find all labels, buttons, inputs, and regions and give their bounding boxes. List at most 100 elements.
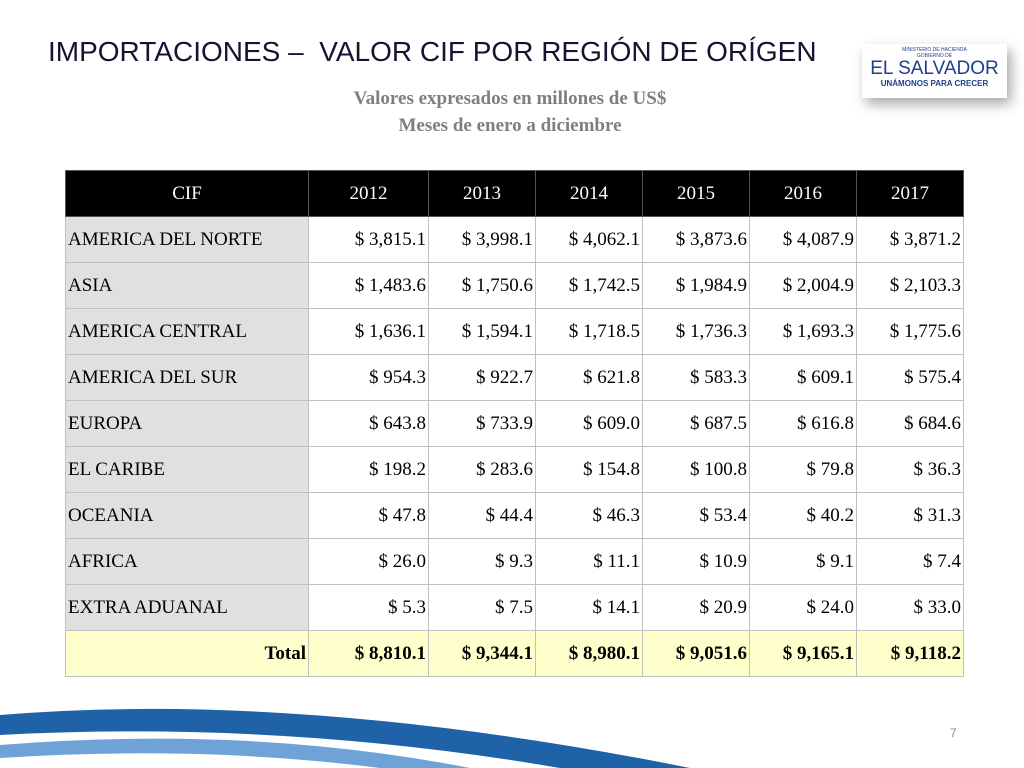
- table-cell: $ 8,980.1: [535, 630, 643, 677]
- table-cell: $ 583.3: [642, 354, 750, 401]
- table-cell: $ 609.0: [535, 400, 643, 447]
- table-cell: $ 79.8: [749, 446, 857, 493]
- table-cell: 2017: [856, 170, 964, 217]
- table-cell: $ 1,984.9: [642, 262, 750, 309]
- table-cell: Total: [65, 630, 309, 677]
- table-row: OCEANIA $ 47.8 $ 44.4 $ 46.3 $ 53.4 $ 40.2 $ 3…: [65, 492, 964, 539]
- table-cell: $ 575.4: [856, 354, 964, 401]
- table-row: AMERICA DEL SUR $ 954.3 $ 922.7 $ 621.8 $ 58…: [65, 354, 964, 401]
- table-cell: $ 9,165.1: [749, 630, 857, 677]
- table-cell: $ 20.9: [642, 584, 750, 631]
- table-cell: $ 283.6: [428, 446, 536, 493]
- table-cell: $ 922.7: [428, 354, 536, 401]
- table-cell: $ 3,873.6: [642, 216, 750, 263]
- table-cell: $ 8,810.1: [308, 630, 429, 677]
- subtitle: Valores expresados en millones de US$: [353, 88, 667, 109]
- table-cell: $ 46.3: [535, 492, 643, 539]
- table-cell: ASIA: [65, 262, 309, 309]
- table-row: EXTRA ADUANAL $ 5.3 $ 7.5 $ 14.1 $ 20.9 $ 24.…: [65, 584, 964, 631]
- table-cell: AFRICA: [65, 538, 309, 585]
- subtitle: Meses de enero a diciembre: [398, 115, 622, 136]
- table-cell: $ 1,483.6: [308, 262, 429, 309]
- table-cell: $ 40.2: [749, 492, 857, 539]
- table-cell: $ 2,103.3: [856, 262, 964, 309]
- table-row: EUROPA $ 643.8 $ 733.9 $ 609.0 $ 687.5 $ 616.…: [65, 400, 964, 447]
- table-cell: AMERICA DEL NORTE: [65, 216, 309, 263]
- table-cell: $ 1,750.6: [428, 262, 536, 309]
- table-cell: $ 9.1: [749, 538, 857, 585]
- table-cell: $ 687.5: [642, 400, 750, 447]
- table-cell: $ 100.8: [642, 446, 750, 493]
- table-cell: OCEANIA: [65, 492, 309, 539]
- table-cell: $ 1,736.3: [642, 308, 750, 355]
- table-cell: CIF: [65, 170, 309, 217]
- table-cell: EL CARIBE: [65, 446, 309, 493]
- table-cell: 2012: [308, 170, 429, 217]
- table-cell: $ 1,594.1: [428, 308, 536, 355]
- table-row: CIF 2012 2013 2014 2015 2016 2017: [65, 170, 964, 217]
- table-cell: $ 3,815.1: [308, 216, 429, 263]
- table-row: Total $ 8,810.1 $ 9,344.1 $ 8,980.1 $ 9,051.…: [65, 630, 964, 677]
- table-cell: EXTRA ADUANAL: [65, 584, 309, 631]
- table-cell: $ 14.1: [535, 584, 643, 631]
- table-cell: $ 954.3: [308, 354, 429, 401]
- table-cell: $ 4,087.9: [749, 216, 857, 263]
- table-row: EL CARIBE $ 198.2 $ 283.6 $ 154.8 $ 100.8 $ 7…: [65, 446, 964, 493]
- swoosh: [0, 738, 470, 768]
- table-cell: $ 4,062.1: [535, 216, 643, 263]
- table-cell: $ 9,051.6: [642, 630, 750, 677]
- table-cell: $ 9,344.1: [428, 630, 536, 677]
- page-number: 7: [950, 726, 957, 740]
- table-cell: $ 53.4: [642, 492, 750, 539]
- table-cell: $ 9.3: [428, 538, 536, 585]
- table-cell: $ 24.0: [749, 584, 857, 631]
- table-row: ASIA $ 1,483.6 $ 1,750.6 $ 1,742.5 $ 1,984.9…: [65, 262, 964, 309]
- table-cell: $ 11.1: [535, 538, 643, 585]
- table-cell: $ 154.8: [535, 446, 643, 493]
- table-cell: $ 684.6: [856, 400, 964, 447]
- table-row: AFRICA $ 26.0 $ 9.3 $ 11.1 $ 10.9 $ 9.1 $ 7.4: [65, 538, 964, 585]
- table-cell: AMERICA DEL SUR: [65, 354, 309, 401]
- title: IMPORTACIONES – VALOR CIF POR REGIÓN DE …: [48, 36, 817, 67]
- table-cell: $ 3,871.2: [856, 216, 964, 263]
- data-table: CIF 2012 2013 2014 2015 2016 2017 AMERICA DEL N…: [65, 170, 964, 677]
- table-row: AMERICA CENTRAL $ 1,636.1 $ 1,594.1 $ 1,718…: [65, 308, 964, 355]
- logo-text: EL SALVADOR: [870, 58, 999, 79]
- table-cell: $ 733.9: [428, 400, 536, 447]
- table-cell: $ 33.0: [856, 584, 964, 631]
- table-cell: $ 10.9: [642, 538, 750, 585]
- table-cell: $ 616.8: [749, 400, 857, 447]
- table-cell: $ 1,775.6: [856, 308, 964, 355]
- table-cell: $ 643.8: [308, 400, 429, 447]
- table-cell: AMERICA CENTRAL: [65, 308, 309, 355]
- logo-text: MINISTERIO DE HACIENDA: [902, 47, 967, 53]
- table-cell: $ 198.2: [308, 446, 429, 493]
- table-cell: $ 609.1: [749, 354, 857, 401]
- table-cell: $ 1,742.5: [535, 262, 643, 309]
- table-cell: $ 5.3: [308, 584, 429, 631]
- table-cell: $ 9,118.2: [856, 630, 964, 677]
- logo: MINISTERIO DE HACIENDA GOBIERNO DE EL SA…: [862, 44, 1007, 98]
- table-cell: $ 1,718.5: [535, 308, 643, 355]
- table-cell: $ 7.4: [856, 538, 964, 585]
- table-cell: $ 621.8: [535, 354, 643, 401]
- table-cell: $ 1,636.1: [308, 308, 429, 355]
- logo-text: GOBIERNO DE: [916, 53, 953, 59]
- table-cell: $ 26.0: [308, 538, 429, 585]
- swoosh: [0, 708, 690, 768]
- table-cell: 2015: [642, 170, 750, 217]
- table-cell: $ 44.4: [428, 492, 536, 539]
- table-cell: 2013: [428, 170, 536, 217]
- table-cell: $ 1,693.3: [749, 308, 857, 355]
- table-cell: $ 7.5: [428, 584, 536, 631]
- table-cell: EUROPA: [65, 400, 309, 447]
- table-cell: $ 31.3: [856, 492, 964, 539]
- table-cell: $ 47.8: [308, 492, 429, 539]
- table-cell: 2014: [535, 170, 643, 217]
- table-cell: $ 3,998.1: [428, 216, 536, 263]
- table-cell: $ 2,004.9: [749, 262, 857, 309]
- logo-text: UNÁMONOS PARA CRECER: [880, 79, 989, 88]
- table-row: AMERICA DEL NORTE $ 3,815.1 $ 3,998.1 $ 4,0…: [65, 216, 964, 263]
- table-cell: 2016: [749, 170, 857, 217]
